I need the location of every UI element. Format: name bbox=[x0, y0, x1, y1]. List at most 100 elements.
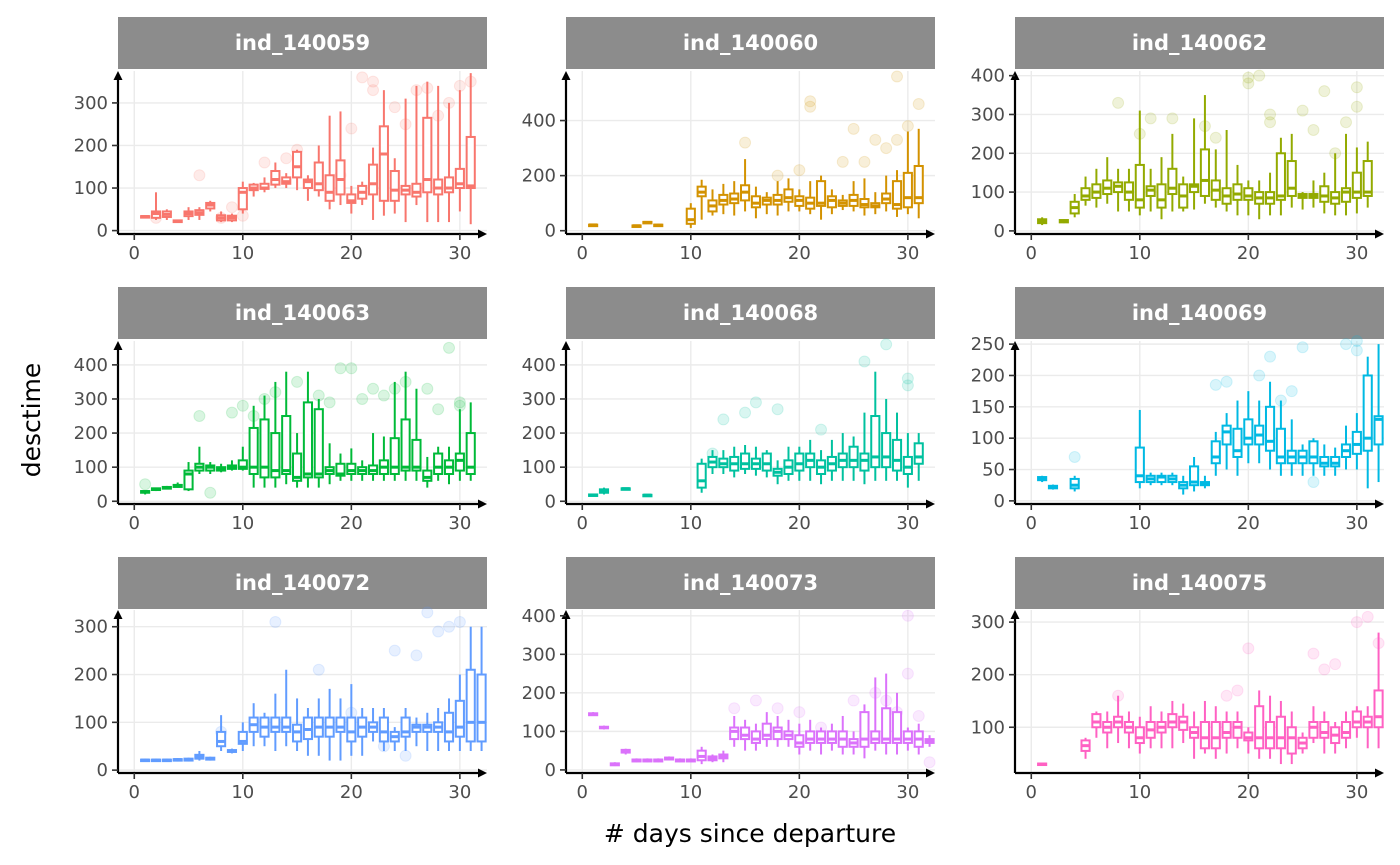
box bbox=[378, 707, 389, 752]
box-body bbox=[815, 180, 827, 207]
box-body bbox=[237, 459, 248, 470]
box-body bbox=[1319, 455, 1330, 468]
box bbox=[598, 487, 610, 495]
axes bbox=[113, 341, 487, 509]
box-body bbox=[270, 170, 281, 186]
box bbox=[642, 220, 653, 225]
y-tick-label: 400 bbox=[971, 66, 1005, 87]
box-body bbox=[902, 455, 913, 475]
box bbox=[216, 463, 227, 473]
box bbox=[837, 715, 848, 755]
box-body bbox=[1340, 720, 1352, 739]
box bbox=[815, 727, 827, 755]
outlier-point bbox=[356, 392, 369, 405]
box bbox=[313, 398, 324, 488]
box bbox=[761, 192, 772, 215]
outlier-point bbox=[432, 403, 445, 416]
outlier-point bbox=[749, 694, 762, 707]
box bbox=[1286, 133, 1297, 208]
box bbox=[620, 748, 631, 755]
box bbox=[205, 462, 216, 474]
y-tick-label: 300 bbox=[74, 617, 108, 638]
box-body bbox=[1264, 720, 1276, 750]
box bbox=[881, 398, 892, 481]
box bbox=[1373, 632, 1384, 749]
y-axis-title: desctime bbox=[17, 363, 46, 478]
y-tick-label: 0 bbox=[97, 221, 108, 242]
box bbox=[913, 723, 924, 755]
x-tick-label: 10 bbox=[231, 782, 254, 803]
box-body bbox=[270, 716, 281, 733]
outlier-point bbox=[912, 709, 925, 722]
box bbox=[870, 192, 881, 215]
x-tick-label: 0 bbox=[577, 513, 588, 534]
outlier-point bbox=[225, 406, 238, 419]
box bbox=[1319, 172, 1330, 214]
outlier-point bbox=[388, 101, 401, 114]
box bbox=[335, 453, 346, 481]
box bbox=[761, 712, 772, 747]
box-body bbox=[859, 711, 870, 748]
box bbox=[783, 446, 794, 481]
box bbox=[1102, 711, 1113, 749]
box-body bbox=[685, 207, 696, 225]
box bbox=[826, 189, 837, 215]
box bbox=[707, 189, 718, 216]
outlier-point bbox=[749, 396, 762, 409]
box bbox=[1308, 438, 1319, 476]
box bbox=[1275, 137, 1286, 216]
box-body bbox=[1330, 455, 1341, 468]
box bbox=[815, 450, 827, 485]
outlier-point bbox=[923, 756, 936, 769]
box bbox=[805, 181, 816, 215]
box bbox=[422, 81, 433, 223]
outlier-point bbox=[739, 406, 752, 419]
box bbox=[400, 371, 411, 481]
box-body bbox=[1286, 726, 1297, 755]
box-body bbox=[1373, 689, 1384, 729]
box bbox=[324, 443, 335, 485]
y-axis-arrow bbox=[1010, 610, 1020, 619]
box bbox=[620, 487, 631, 491]
box-body bbox=[400, 716, 411, 738]
box bbox=[433, 85, 444, 223]
box bbox=[696, 746, 707, 765]
box-body bbox=[270, 432, 281, 479]
box bbox=[1189, 456, 1200, 492]
axes bbox=[113, 71, 487, 239]
x-tick-label: 10 bbox=[231, 513, 254, 534]
box-body bbox=[237, 730, 248, 745]
box bbox=[216, 715, 227, 752]
box-body bbox=[1351, 171, 1362, 199]
box bbox=[226, 748, 238, 754]
box bbox=[1145, 168, 1156, 212]
facet-panel: ind_140075 0 10 20 30 100 200 300 bbox=[971, 557, 1385, 803]
y-tick-label: 0 bbox=[97, 760, 108, 781]
box bbox=[150, 192, 162, 220]
outlier-point bbox=[847, 694, 860, 707]
box bbox=[259, 712, 270, 747]
x-axis-arrow bbox=[926, 768, 935, 778]
box bbox=[172, 758, 183, 762]
outlier-point bbox=[1231, 684, 1244, 697]
gridlines bbox=[566, 71, 935, 234]
box bbox=[826, 439, 837, 481]
box bbox=[1221, 413, 1232, 470]
outlier-point bbox=[1242, 71, 1255, 84]
box bbox=[1221, 711, 1232, 754]
x-tick-label: 30 bbox=[1345, 513, 1368, 534]
box bbox=[837, 433, 848, 481]
y-tick-label: 400 bbox=[74, 355, 108, 376]
outlier-point bbox=[912, 98, 925, 111]
box-body bbox=[783, 188, 794, 203]
x-tick-label: 30 bbox=[448, 782, 471, 803]
box bbox=[443, 698, 455, 752]
outlier-point bbox=[334, 362, 347, 375]
box bbox=[1134, 716, 1145, 754]
box-body bbox=[1362, 374, 1373, 452]
outlier-point bbox=[901, 120, 914, 133]
outlier-point bbox=[356, 71, 369, 84]
outlier-point bbox=[771, 702, 784, 715]
